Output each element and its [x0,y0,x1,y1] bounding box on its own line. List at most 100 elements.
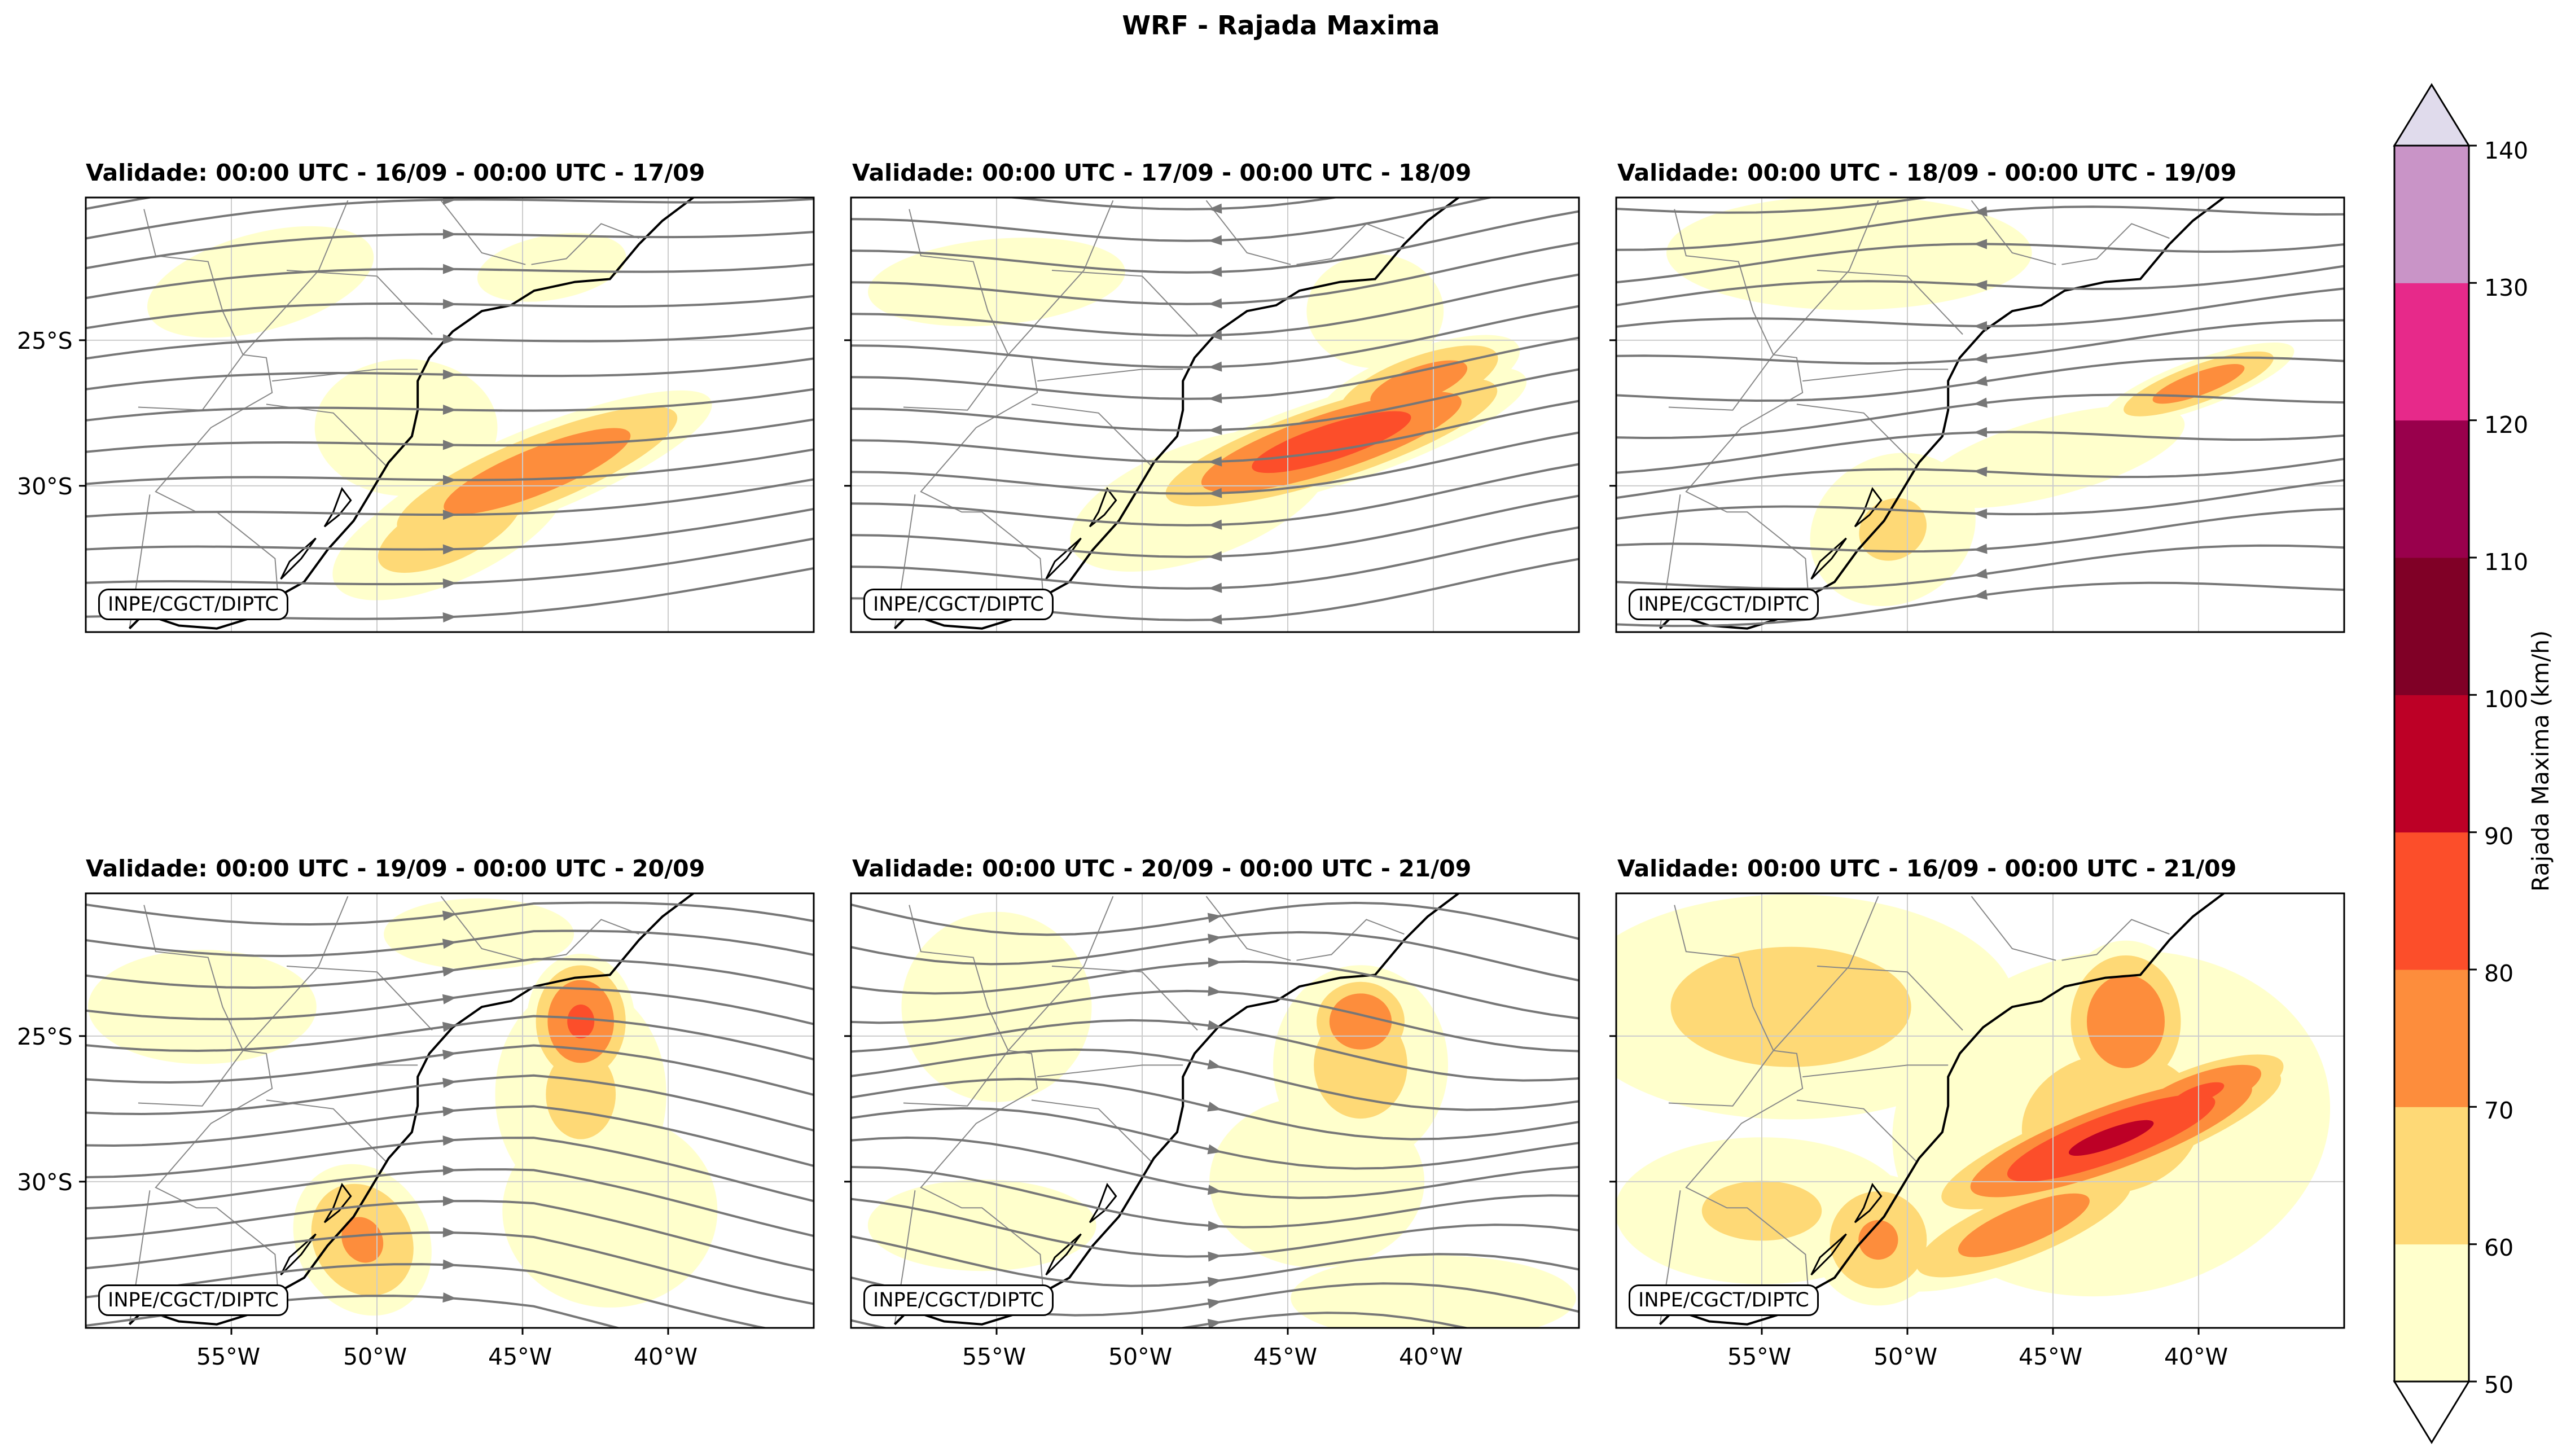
streamline-arrow [1208,582,1222,593]
lon-label-45w-p5: 45°W [1253,1343,1318,1370]
streamline-arrow [1207,1144,1222,1155]
gridlines [1616,198,2344,632]
panel-3-title: Validade: 00:00 UTC - 18/09 - 00:00 UTC … [1617,159,2237,186]
lon-label-45w-p4: 45°W [488,1343,552,1370]
panel-frame [850,892,1580,1329]
lon-label-40w-p5: 40°W [1399,1343,1463,1370]
streamline-arrow [442,475,457,485]
colorbar-segment [2394,970,2469,1107]
streamline-arrow [1208,361,1222,372]
streamline-arrow [1208,957,1222,968]
streamline-arrow [1208,456,1222,467]
gust-contour-70 [1958,1193,2090,1257]
streamlines [851,901,1579,1328]
colorbar-tick-70: 70 [2484,1097,2514,1124]
colorbar-under-extension [2393,1380,2471,1444]
streamline-arrow [442,1135,457,1146]
colorbar-segment [2394,558,2469,695]
colorbar-tick-100: 100 [2484,686,2529,713]
streamlines [1616,198,2344,628]
streamline-arrow [1973,427,1988,437]
colorbar-tick-140: 140 [2484,137,2529,164]
lat-label-30s-row2: 30°S [17,1169,73,1196]
gust-field [867,911,1576,1328]
colorbar-segment [2394,695,2469,833]
lon-label-55w-p6: 55°W [1727,1343,1792,1370]
streamline-arrow [442,264,457,274]
streamline-arrow [442,198,457,205]
figure-title: WRF - Rajada Maxima [1122,10,1440,41]
streamline-arrow [442,510,457,520]
streamline-arrow [442,299,457,309]
streamline-arrow [442,405,457,415]
panels-layer [79,196,2345,1335]
streamline-arrow [1207,1059,1222,1069]
panel-5-credit: INPE/CGCT/DIPTC [863,1284,1054,1316]
streamline-arrow [442,938,457,949]
gust-contour-70 [1329,993,1392,1050]
panel-1-title: Validade: 00:00 UTC - 16/09 - 00:00 UTC … [86,159,705,186]
streamline-arrow [442,1106,457,1117]
streamline-arrow [1207,1020,1222,1030]
streamline-arrow [442,1021,457,1032]
colorbar-tick-130: 130 [2484,274,2529,301]
streamline-arrow [442,1049,457,1060]
gust-contour-80 [567,1005,595,1038]
streamline-arrow [442,994,457,1005]
streamline-arrow [1208,393,1222,404]
gust-contour-50 [147,226,374,338]
streamline-arrow [1208,933,1222,944]
panel-4-credit: INPE/CGCT/DIPTC [98,1284,288,1316]
gust-contour-50 [477,233,626,302]
streamline-arrow [1973,376,1988,387]
panel-frame [850,196,1580,633]
gust-contour-90 [2068,1120,2154,1156]
streamline-arrow [1973,353,1988,363]
gust-contour-70 [444,428,631,515]
streamlines [86,901,814,1328]
streamline-arrow [1973,239,1988,249]
panel-4-title: Validade: 00:00 UTC - 19/09 - 00:00 UTC … [86,855,705,882]
streamline-arrow [1208,235,1222,245]
map-panel-3 [1609,196,2345,633]
lon-label-50w-p5: 50°W [1108,1343,1173,1370]
gust-contour-50 [314,359,498,496]
streamline-arrow [442,1259,457,1270]
streamline-arrow [1208,203,1222,214]
streamline-arrow [1973,397,1988,408]
gridlines [851,198,1579,632]
streamline-arrow [1208,1221,1222,1231]
streamline-arrow [1208,614,1222,625]
colorbar-segment [2394,146,2469,283]
gust-contour-70 [341,1217,384,1263]
streamline-arrow [1207,1299,1222,1309]
gust-contour-70 [2087,975,2165,1068]
streamline-arrow [1208,986,1222,997]
streamline-arrow [442,334,457,345]
lon-label-40w-p4: 40°W [634,1343,698,1370]
streamline-arrow [1973,589,1988,600]
panel-5-title: Validade: 00:00 UTC - 20/09 - 00:00 UTC … [852,855,1472,882]
gust-contour-50 [1306,254,1444,369]
streamline-arrow [1208,424,1222,435]
streamline-arrow [442,910,457,921]
colorbar-tick-80: 80 [2484,960,2514,987]
streamline-arrow [1207,1102,1222,1112]
map-panel-5 [844,892,1580,1335]
political-borders [894,896,1405,1325]
streamline-arrow [1208,551,1222,562]
political-borders [1659,896,2170,1325]
gust-contour-60 [546,1049,616,1139]
streamline-arrow [442,229,457,239]
gust-contour-50 [88,950,317,1064]
streamline-arrow [1208,488,1222,498]
colorbar-tick-60: 60 [2484,1234,2514,1261]
streamline-arrow [1973,508,1988,519]
streamline-arrow [1207,913,1222,923]
colorbar-segment [2394,1107,2469,1245]
colorbar-tick-110: 110 [2484,549,2529,576]
streamline-arrow [1208,519,1222,530]
streamline-arrow [442,440,457,450]
gust-field [1616,894,2331,1306]
gust-contour-80 [1252,411,1411,473]
